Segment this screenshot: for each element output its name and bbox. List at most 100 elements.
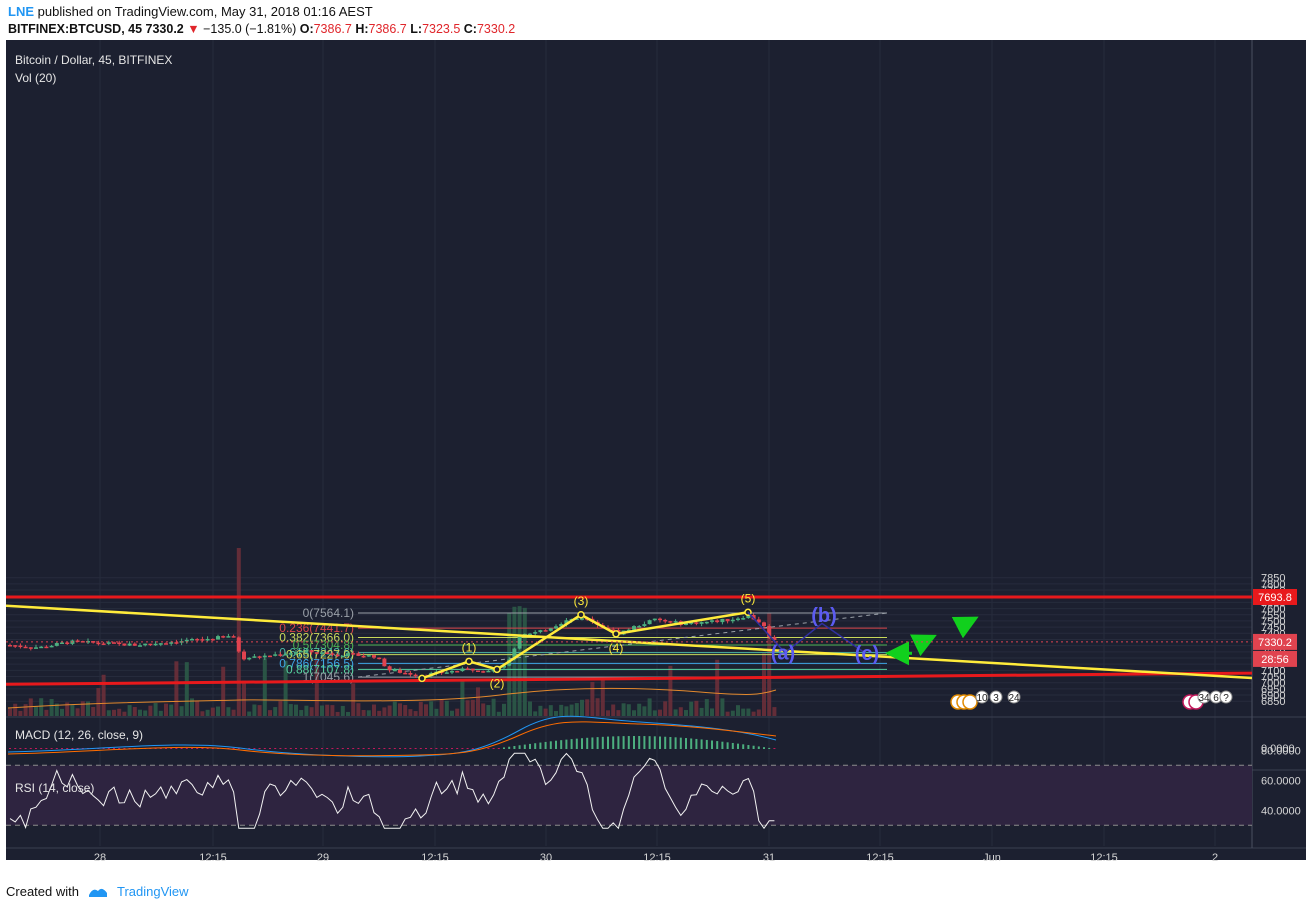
candle-body	[101, 643, 106, 645]
volume-bar	[658, 709, 662, 716]
macd-histogram-bar	[29, 748, 32, 749]
candle-body	[673, 621, 678, 623]
macd-histogram-bar	[331, 748, 334, 749]
macd-histogram-bar	[315, 748, 318, 749]
candle-body	[106, 642, 111, 644]
wave-point	[612, 630, 620, 638]
candle-body	[54, 643, 59, 646]
volume-bar	[148, 705, 153, 716]
volume-bar	[366, 710, 371, 716]
volume-bar	[642, 706, 647, 716]
macd-histogram-bar	[648, 736, 651, 749]
macd-histogram-bar	[607, 736, 609, 749]
support-line	[6, 671, 1252, 686]
macd-histogram-bar	[544, 741, 547, 749]
event-badge-label: 6	[1213, 693, 1219, 704]
event-badge-label: ?	[1223, 693, 1229, 704]
candle-body	[361, 655, 366, 658]
macd-histogram-bar	[591, 737, 594, 749]
publish-info: LNE published on TradingView.com, May 31…	[8, 4, 373, 19]
macd-histogram-bar	[274, 748, 277, 749]
volume-bar	[314, 658, 319, 716]
macd-histogram-bar	[206, 748, 209, 749]
tradingview-link[interactable]: TradingView	[116, 884, 189, 899]
tradingview-logo-icon	[88, 888, 107, 897]
candle-body	[725, 618, 730, 622]
volume-bar	[476, 687, 480, 716]
candle-body	[611, 629, 616, 631]
fib-level-label: 0(7564.1)	[303, 606, 354, 620]
candle-body	[715, 620, 720, 623]
candle-body	[200, 639, 205, 641]
macd-histogram-bar	[326, 748, 329, 749]
candle-body	[398, 669, 402, 673]
macd-histogram-bar	[674, 737, 677, 749]
correction-label: (a)	[771, 643, 795, 665]
macd-histogram-bar	[752, 745, 755, 749]
candle-body	[502, 665, 506, 668]
volume-bar	[184, 662, 189, 716]
candle-body	[392, 669, 397, 672]
macd-histogram-bar	[555, 740, 557, 749]
volume-bar	[632, 710, 636, 716]
macd-histogram-bar	[263, 748, 266, 749]
candle-body	[694, 622, 699, 624]
macd-histogram-bar	[55, 748, 58, 749]
candle-body	[574, 618, 579, 620]
high-value: 7386.7	[368, 22, 407, 36]
candle-body	[335, 654, 340, 657]
macd-histogram-bar	[669, 737, 672, 749]
chart-canvas[interactable]: 0(7564.1)0.236(7441.7)0.382(7366.0)0.5(7…	[0, 40, 1310, 880]
candle-body	[528, 633, 532, 636]
macd-histogram-bar	[24, 748, 27, 749]
macd-histogram-bar	[191, 748, 193, 749]
candle-body	[626, 629, 631, 632]
price-tag	[1253, 588, 1297, 605]
macd-histogram-bar	[560, 740, 563, 749]
macd-histogram-bar	[414, 748, 417, 749]
volume-bar	[392, 701, 397, 716]
low-value: 7323.5	[422, 22, 461, 36]
candle-body	[325, 652, 330, 655]
candle-body	[216, 636, 220, 640]
wave-label: (1)	[462, 640, 477, 654]
macd-histogram-bar	[295, 748, 297, 749]
macd-histogram-bar	[367, 748, 370, 749]
volume-bar	[626, 704, 631, 716]
chart-background	[6, 40, 1306, 860]
macd-histogram-bar	[581, 738, 583, 749]
volume-bar	[772, 707, 777, 716]
macd-histogram-bar	[612, 736, 615, 749]
candle-body	[195, 638, 200, 641]
candle-body	[18, 645, 23, 648]
volume-bar	[34, 706, 38, 716]
macd-histogram-bar	[159, 748, 162, 749]
candle-body	[288, 653, 293, 655]
macd-histogram-bar	[549, 741, 552, 749]
candle-body	[314, 652, 319, 654]
volume-bar	[153, 703, 158, 716]
axes: 7850780077507700765076007550750074507400…	[6, 573, 1301, 864]
wave-labels: (1) (2) (3) (4) (5) (a) (b) (c)	[462, 591, 880, 690]
candle-body	[8, 645, 12, 647]
macd-histogram-bar	[664, 736, 667, 749]
rsi-tick-label: 80.0000	[1261, 745, 1301, 757]
candle-body	[273, 654, 278, 656]
volume-bar	[28, 698, 33, 716]
wave-label: (5)	[741, 591, 756, 605]
macd-histogram-bar	[248, 748, 251, 749]
wave-point	[465, 657, 473, 666]
macd-histogram-bar	[430, 748, 433, 749]
candle-body	[444, 672, 449, 674]
time-tick-label: 12:15	[199, 852, 227, 864]
volume-bar	[309, 707, 314, 716]
macd-histogram-bar	[123, 748, 126, 749]
macd-histogram-bar	[347, 748, 349, 749]
candle-body	[403, 672, 408, 675]
volume-bar	[590, 681, 595, 716]
candle-body	[637, 626, 642, 628]
candle-body	[242, 651, 246, 660]
candle-body	[746, 614, 751, 619]
volume-bar	[283, 660, 288, 716]
close-value: 7330.2	[476, 22, 516, 36]
